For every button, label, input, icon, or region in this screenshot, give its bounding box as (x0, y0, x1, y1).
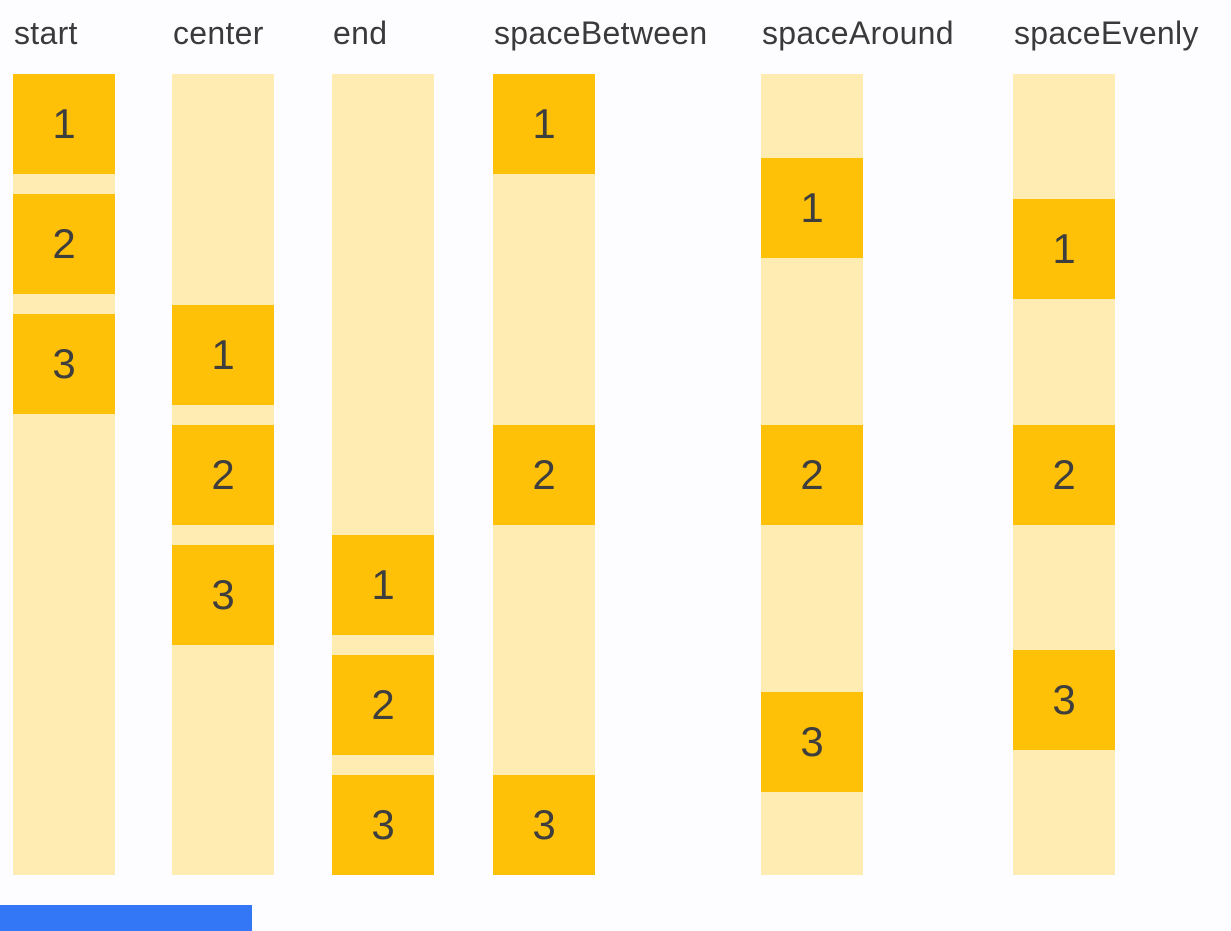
flex-item-box: 2 (332, 655, 434, 755)
box-number: 1 (211, 330, 235, 378)
box-number: 2 (52, 220, 76, 267)
horizontal-scrollbar-thumb[interactable] (0, 905, 252, 931)
box-number: 2 (1052, 450, 1076, 498)
column-track-center: 1 2 3 (172, 74, 274, 875)
column-label-end: end (333, 15, 388, 51)
box-number: 3 (371, 801, 395, 848)
flex-item-box: 2 (172, 424, 274, 525)
box-number: 2 (371, 681, 395, 728)
flex-item-box: 2 (1013, 424, 1115, 525)
box-number: 3 (532, 801, 556, 848)
flex-item-box: 3 (332, 775, 434, 875)
flex-item-box: 3 (493, 775, 595, 875)
flex-item-box: 2 (761, 424, 863, 525)
box-number: 3 (1052, 675, 1076, 723)
column-label-space-between: spaceBetween (494, 15, 708, 51)
column-label-start: start (14, 15, 78, 51)
flex-item-box: 2 (493, 424, 595, 525)
box-number: 1 (371, 561, 395, 608)
flex-item-box: 2 (13, 194, 115, 294)
box-number: 1 (1052, 225, 1076, 273)
flex-item-box: 1 (172, 304, 274, 405)
box-number: 3 (52, 340, 76, 387)
box-number: 2 (211, 450, 235, 498)
flex-item-box: 3 (172, 544, 274, 645)
column-track-space-evenly: 1 2 3 (1013, 74, 1115, 875)
flex-item-box: 3 (1013, 649, 1115, 750)
flex-item-box: 1 (1013, 199, 1115, 300)
box-number: 3 (800, 717, 824, 765)
box-number: 2 (800, 450, 824, 498)
flex-item-box: 1 (332, 535, 434, 635)
box-number: 2 (532, 450, 556, 498)
box-number: 1 (52, 100, 76, 147)
column-track-end: 1 2 3 (332, 74, 434, 875)
flex-item-box: 1 (493, 74, 595, 174)
flex-item-box: 1 (761, 157, 863, 258)
column-track-space-around: 1 2 3 (761, 74, 863, 875)
box-number: 1 (800, 183, 824, 231)
flex-item-box: 3 (761, 691, 863, 792)
flex-item-box: 3 (13, 314, 115, 414)
column-label-space-around: spaceAround (762, 15, 954, 51)
column-track-start: 1 2 3 (13, 74, 115, 875)
flex-item-box: 1 (13, 74, 115, 174)
column-label-center: center (173, 15, 264, 51)
box-number: 3 (211, 570, 235, 618)
column-track-space-between: 1 2 3 (493, 74, 595, 875)
box-number: 1 (532, 100, 556, 147)
column-label-space-evenly: spaceEvenly (1014, 15, 1199, 51)
